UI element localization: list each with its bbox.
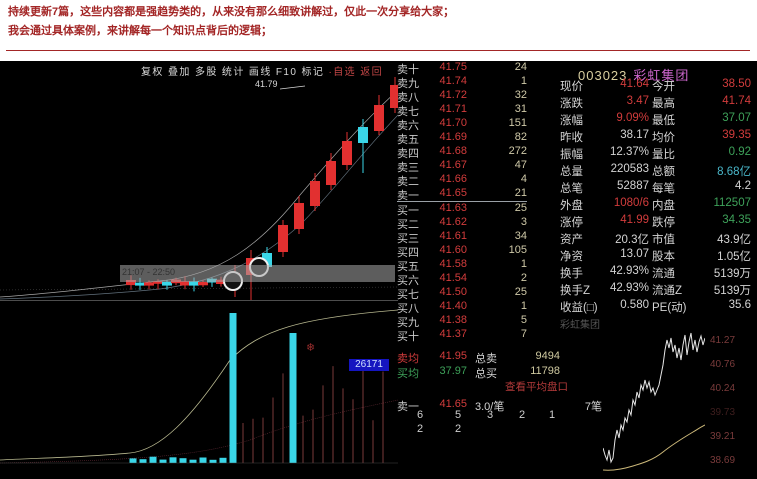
svg-text:41.79: 41.79 xyxy=(255,79,278,89)
svg-text:❄: ❄ xyxy=(306,342,315,354)
